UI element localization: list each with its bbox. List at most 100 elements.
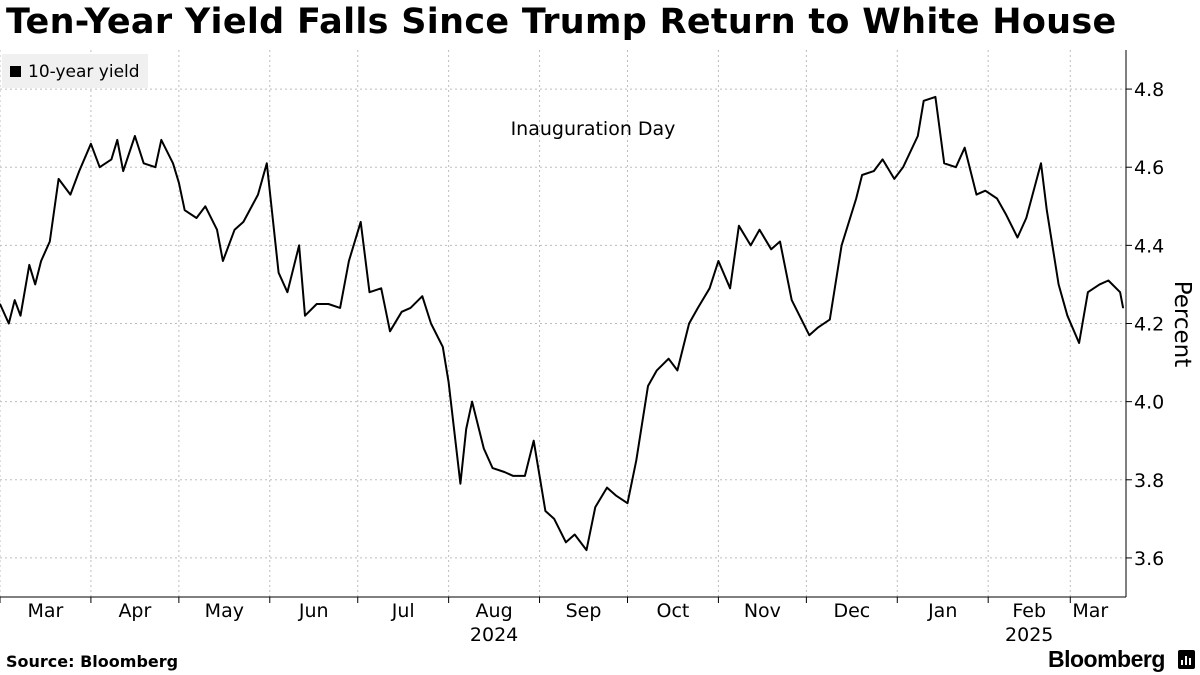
x-tick-label: Mar [28, 600, 64, 622]
data-point [216, 229, 218, 231]
data-point [339, 307, 341, 309]
data-point [1066, 315, 1068, 317]
data-point [28, 264, 30, 266]
annotation-inauguration-day: Inauguration Day [511, 118, 676, 140]
data-point [808, 334, 810, 336]
bloomberg-logo: Bloomberg [1048, 646, 1165, 672]
data-point [0, 303, 1, 305]
x-tick-label: May [205, 600, 244, 622]
data-point [8, 322, 10, 325]
data-point [861, 174, 863, 176]
data-point [544, 510, 547, 512]
data-point [709, 287, 711, 289]
data-point [195, 217, 198, 219]
data-point [286, 291, 288, 293]
data-point [1040, 162, 1042, 164]
series-points [0, 96, 1124, 551]
data-point [817, 326, 819, 328]
data-point [483, 447, 485, 450]
data-point [955, 166, 957, 168]
data-point [934, 96, 937, 98]
data-point [90, 143, 92, 145]
bloomberg-terminal-icon [1178, 650, 1195, 669]
data-point [380, 287, 382, 289]
data-point [368, 291, 371, 293]
x-tick-label: Jan [927, 600, 957, 622]
x-tick-label: Mar [1072, 600, 1108, 622]
data-point [1107, 279, 1109, 282]
data-point [304, 315, 306, 317]
data-point [465, 428, 467, 430]
data-point [122, 170, 124, 172]
data-point [360, 221, 362, 223]
data-point [996, 197, 998, 200]
data-point [19, 315, 22, 317]
x-tick-label: Feb [1012, 600, 1046, 622]
data-point [615, 494, 617, 496]
data-point [791, 299, 793, 301]
x-tick-label: Oct [657, 600, 690, 622]
data-point [1099, 283, 1101, 285]
data-point [1046, 209, 1048, 211]
data-point [635, 459, 637, 461]
data-point [676, 369, 679, 371]
data-point [656, 369, 658, 371]
data-point [178, 182, 180, 184]
data-point [841, 244, 843, 246]
data-point [893, 178, 895, 180]
chart-title: Ten-Year Yield Falls Since Trump Return … [6, 2, 1117, 42]
data-point [1016, 236, 1019, 239]
data-point [58, 178, 60, 180]
data-point [204, 205, 206, 207]
data-point [442, 346, 444, 348]
data-point [257, 194, 259, 196]
data-point [327, 303, 329, 305]
data-point [471, 401, 473, 403]
data-point [606, 487, 608, 489]
data-point [1005, 213, 1007, 215]
x-tick-label: Dec [833, 600, 870, 622]
data-point [902, 166, 904, 168]
data-point [668, 358, 670, 360]
y-axis: 3.6 3.8 4.0 4.2 4.4 4.6 4.8 [1126, 79, 1164, 570]
legend-swatch [10, 66, 21, 77]
data-point [160, 139, 162, 141]
data-point [750, 244, 752, 246]
data-point [574, 533, 576, 536]
legend-box [2, 54, 148, 88]
data-point [594, 506, 596, 508]
data-point [770, 248, 772, 250]
data-point [729, 287, 731, 289]
data-point [234, 229, 236, 231]
x-tick-label: Apr [118, 600, 151, 622]
data-point [134, 135, 136, 137]
x-axis: Mar Apr May Jun Jul Aug Sep Oct Nov Dec Jan Feb Mar 2… [0, 597, 1108, 646]
data-point [110, 158, 112, 160]
data-point [873, 170, 875, 172]
y-tick-label: 3.6 [1134, 548, 1164, 570]
data-point [503, 471, 505, 473]
data-point [524, 475, 526, 477]
data-point [298, 244, 300, 246]
data-point [688, 322, 690, 325]
data-point [14, 299, 16, 301]
data-point [1122, 307, 1124, 309]
data-point [34, 283, 36, 285]
data-point [172, 162, 174, 164]
x-tick-label: Sep [566, 600, 602, 622]
data-point [1025, 217, 1027, 219]
y-tick-label: 4.4 [1134, 235, 1164, 257]
data-point [984, 190, 986, 192]
data-point [758, 229, 761, 231]
data-point [533, 440, 535, 442]
data-point [1087, 291, 1089, 293]
x-year-label: 2025 [1005, 624, 1053, 646]
data-point [975, 194, 978, 196]
data-point [421, 295, 423, 297]
data-point [278, 272, 280, 274]
y-tick-label: 4.6 [1134, 157, 1164, 179]
x-tick-label: Nov [744, 600, 781, 622]
data-point [779, 240, 781, 243]
data-point [143, 162, 145, 164]
